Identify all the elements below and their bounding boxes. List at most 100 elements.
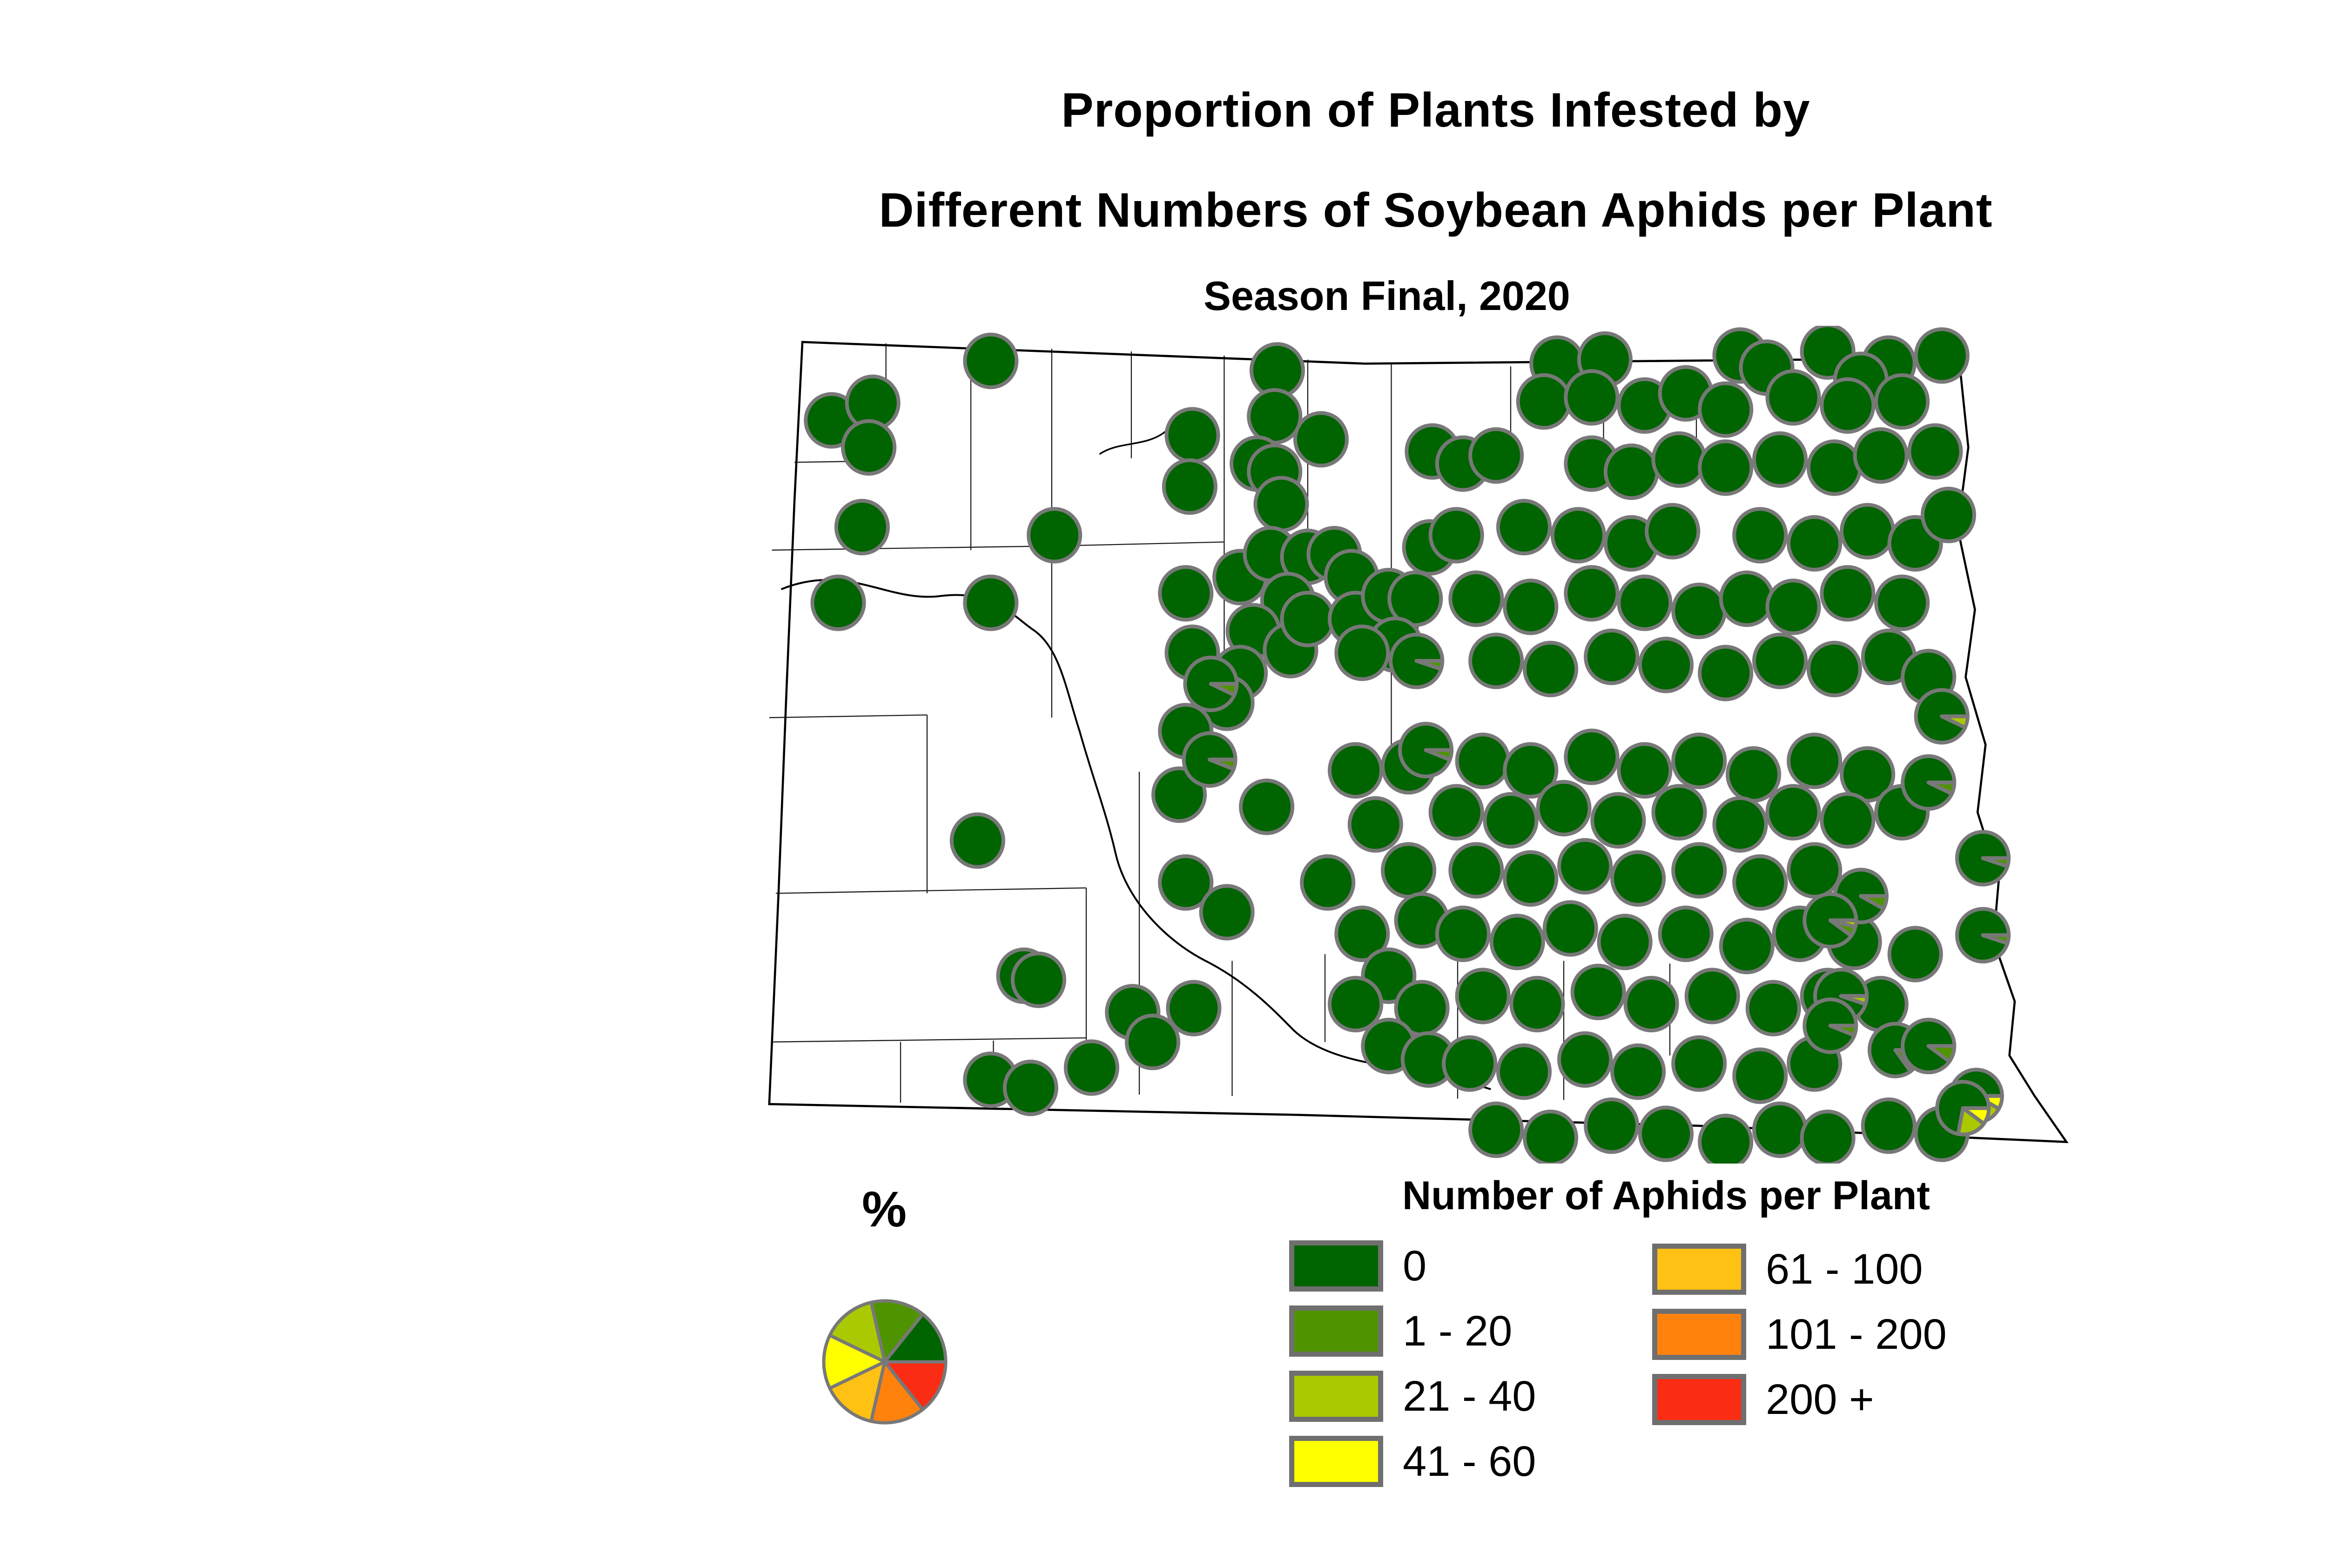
field-pie-marker: [1920, 486, 1977, 544]
field-pie-marker: [1151, 766, 1207, 823]
pie-slice: [1698, 381, 1754, 438]
field-pie-marker: [1380, 842, 1437, 899]
field-pie-marker: [1455, 733, 1511, 789]
legend-label: 61 - 100: [1766, 1245, 1923, 1293]
field-pie-marker: [1752, 633, 1808, 689]
pie-slice: [1787, 842, 1843, 899]
field-pie-marker: [1503, 579, 1559, 635]
pie-slice: [1712, 796, 1768, 853]
pie-slice: [883, 1360, 948, 1411]
pie-slice: [1671, 733, 1727, 789]
pie-slice: [963, 332, 1019, 390]
pie-slice: [1010, 951, 1066, 1008]
pie-slice: [1617, 574, 1673, 631]
pie-slice: [1671, 582, 1727, 639]
field-pie-marker: [1293, 411, 1349, 468]
pie-slice: [869, 1360, 925, 1425]
field-pie-marker: [1725, 746, 1782, 803]
pie-slice: [1334, 905, 1390, 962]
pie-slice: [1209, 682, 1239, 697]
field-pie-marker: [1623, 976, 1679, 1033]
legend-swatch: [1289, 1306, 1383, 1357]
pie-slice: [869, 1299, 925, 1364]
field-pie-marker: [1166, 980, 1222, 1036]
pie-slice: [1820, 565, 1876, 622]
pie-slice: [1645, 503, 1701, 559]
field-pie-marker: [1765, 784, 1821, 841]
pie-slice: [1503, 850, 1559, 907]
pie-slice: [1509, 976, 1565, 1033]
pie-slice: [1820, 377, 1876, 434]
pie-slice: [1745, 980, 1801, 1036]
field-pie-marker: [1199, 884, 1255, 941]
field-pie-marker: [1503, 742, 1559, 799]
field-pie-marker: [1468, 633, 1524, 689]
field-pie-marker-infested: [1398, 721, 1454, 779]
field-pie-marker: [1564, 728, 1620, 785]
legend-label: 41 - 60: [1403, 1437, 1536, 1485]
state-border-north-dakota: [768, 341, 2069, 1144]
field-pie-marker: [1158, 854, 1214, 911]
field-pie-marker: [1745, 980, 1801, 1036]
field-pie-marker: [1002, 1059, 1058, 1117]
pie-slice: [1828, 1023, 1858, 1037]
pie-slice: [841, 419, 897, 476]
pie-slice: [1765, 369, 1821, 426]
field-pie-marker: [1874, 373, 1930, 430]
field-pie-marker: [1698, 381, 1754, 438]
field-pie-marker: [1428, 784, 1484, 841]
pie-slice: [1424, 748, 1454, 762]
field-pie-marker: [1610, 850, 1666, 907]
pie-slice: [1496, 498, 1552, 556]
pie-slice: [1597, 914, 1653, 970]
legend-item-61-100: 61 - 100: [1652, 1244, 1947, 1295]
pie-slice: [828, 1360, 887, 1423]
field-pie-marker: [1428, 507, 1484, 564]
field-pie-marker: [1584, 628, 1640, 685]
legend-item-41-60: 41 - 60: [1289, 1436, 1536, 1487]
field-pie-marker: [1164, 407, 1220, 464]
field-pie-marker: [841, 419, 897, 476]
county-boundary-line: [1051, 541, 1224, 547]
pie-slice: [1940, 714, 1970, 730]
pie-slice: [1961, 1106, 1991, 1126]
field-pie-marker: [1874, 574, 1930, 631]
pie-slice: [1765, 579, 1821, 635]
north-dakota-pie-map: [768, 326, 2069, 1164]
figure-title-line1: Proportion of Plants Infested by: [1061, 83, 1810, 137]
field-pie-marker: [1617, 574, 1673, 631]
field-pie-marker: [1671, 842, 1727, 899]
figure-title-line2: Different Numbers of Soybean Aphids per …: [879, 183, 1993, 237]
pie-slice: [1208, 757, 1237, 771]
pie-slice: [1247, 388, 1303, 445]
field-pie-marker: [1124, 1014, 1181, 1070]
pie-slice: [1926, 1044, 1957, 1063]
field-pie-marker-infested: [1901, 754, 1957, 811]
field-pie-marker: [1334, 905, 1390, 962]
field-pie-marker: [834, 498, 890, 556]
legend-item-200+: 200 +: [1652, 1374, 1947, 1425]
county-boundary-line: [776, 887, 1087, 894]
pie-slice: [1698, 439, 1754, 496]
field-pie-marker: [1787, 733, 1843, 789]
field-pie-marker: [1651, 431, 1707, 488]
pie-slice: [1327, 976, 1384, 1033]
pie-slice: [1455, 968, 1511, 1024]
field-pie-marker-infested: [1914, 688, 1970, 745]
pie-slice: [1166, 980, 1222, 1036]
field-pie-marker-infested: [1802, 892, 1858, 949]
pie-slice: [1839, 994, 1869, 1006]
field-pie-marker: [1610, 1043, 1666, 1100]
pie-slice: [1327, 742, 1384, 799]
pie-slice: [1550, 507, 1606, 564]
pie-slice: [1806, 439, 1862, 496]
pie-slice: [1442, 1035, 1498, 1092]
legend-column-right: 61 - 100 101 - 200 200 +: [1652, 1244, 1947, 1439]
field-pie-marker: [810, 574, 866, 631]
pie-slice: [1610, 850, 1666, 907]
missouri-river-line: [780, 579, 1491, 1090]
pie-slice: [1428, 784, 1484, 841]
pie-slice: [1334, 624, 1390, 681]
pie-slice: [1926, 781, 1957, 796]
